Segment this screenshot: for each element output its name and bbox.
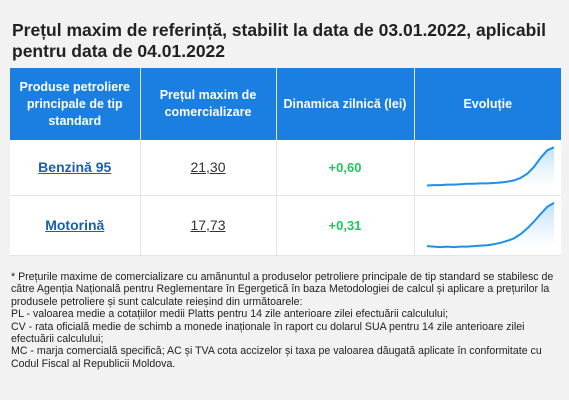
sparkline-area: [426, 202, 554, 249]
price-link-motorina[interactable]: 17,73: [190, 217, 226, 233]
price-cell: 17,73: [140, 195, 277, 256]
table-row: Benzină 95 21,30 +0,60: [10, 140, 561, 196]
header-change: Dinamica zilnică (lei): [276, 68, 415, 140]
header-price: Prețul maxim de comercializare: [140, 68, 277, 140]
sparkline-motorina: [426, 202, 555, 249]
sparkline-line: [426, 202, 555, 249]
footnote-cv: CV - rata oficială medie de schimb a mon…: [11, 320, 525, 346]
product-link-motorina[interactable]: Motorină: [45, 217, 105, 233]
change-cell: +0,60: [276, 140, 415, 196]
footnotes: * Prețurile maxime de comercializare cu …: [11, 271, 561, 370]
sparkline-line: [426, 146, 554, 187]
table-row: Motorină 17,73 +0,31: [10, 195, 561, 256]
product-cell: Benzină 95: [10, 140, 141, 196]
sparkline-benzina: [426, 146, 554, 189]
trend-cell: [414, 140, 561, 196]
price-link-benzina[interactable]: 21,30: [190, 159, 226, 176]
product-cell: Motorină: [10, 195, 141, 256]
product-link-benzina[interactable]: Benzină 95: [38, 159, 112, 176]
header-product: Produse petroliere principale de tip sta…: [10, 68, 141, 140]
change-cell: +0,31: [276, 195, 415, 256]
change-value-benzina: +0,60: [328, 160, 362, 176]
trend-cell: [414, 195, 561, 256]
page-title: Prețul maxim de referință, stabilit la d…: [12, 20, 546, 61]
header-trend: Evoluție: [414, 68, 561, 140]
footnote-mc: MC - marja comercială specifică; AC și T…: [11, 345, 542, 370]
footnote-pl: PL - valoarea medie a cotațiilor medii P…: [11, 308, 449, 321]
footnote-intro: * Prețurile maxime de comercializare cu …: [11, 271, 554, 308]
change-value-motorina: +0,31: [328, 218, 362, 233]
table-header-row: Produse petroliere principale de tip sta…: [10, 68, 561, 140]
price-cell: 21,30: [140, 140, 277, 196]
sparkline-area: [426, 147, 554, 189]
price-table: Produse petroliere principale de tip sta…: [10, 68, 561, 256]
